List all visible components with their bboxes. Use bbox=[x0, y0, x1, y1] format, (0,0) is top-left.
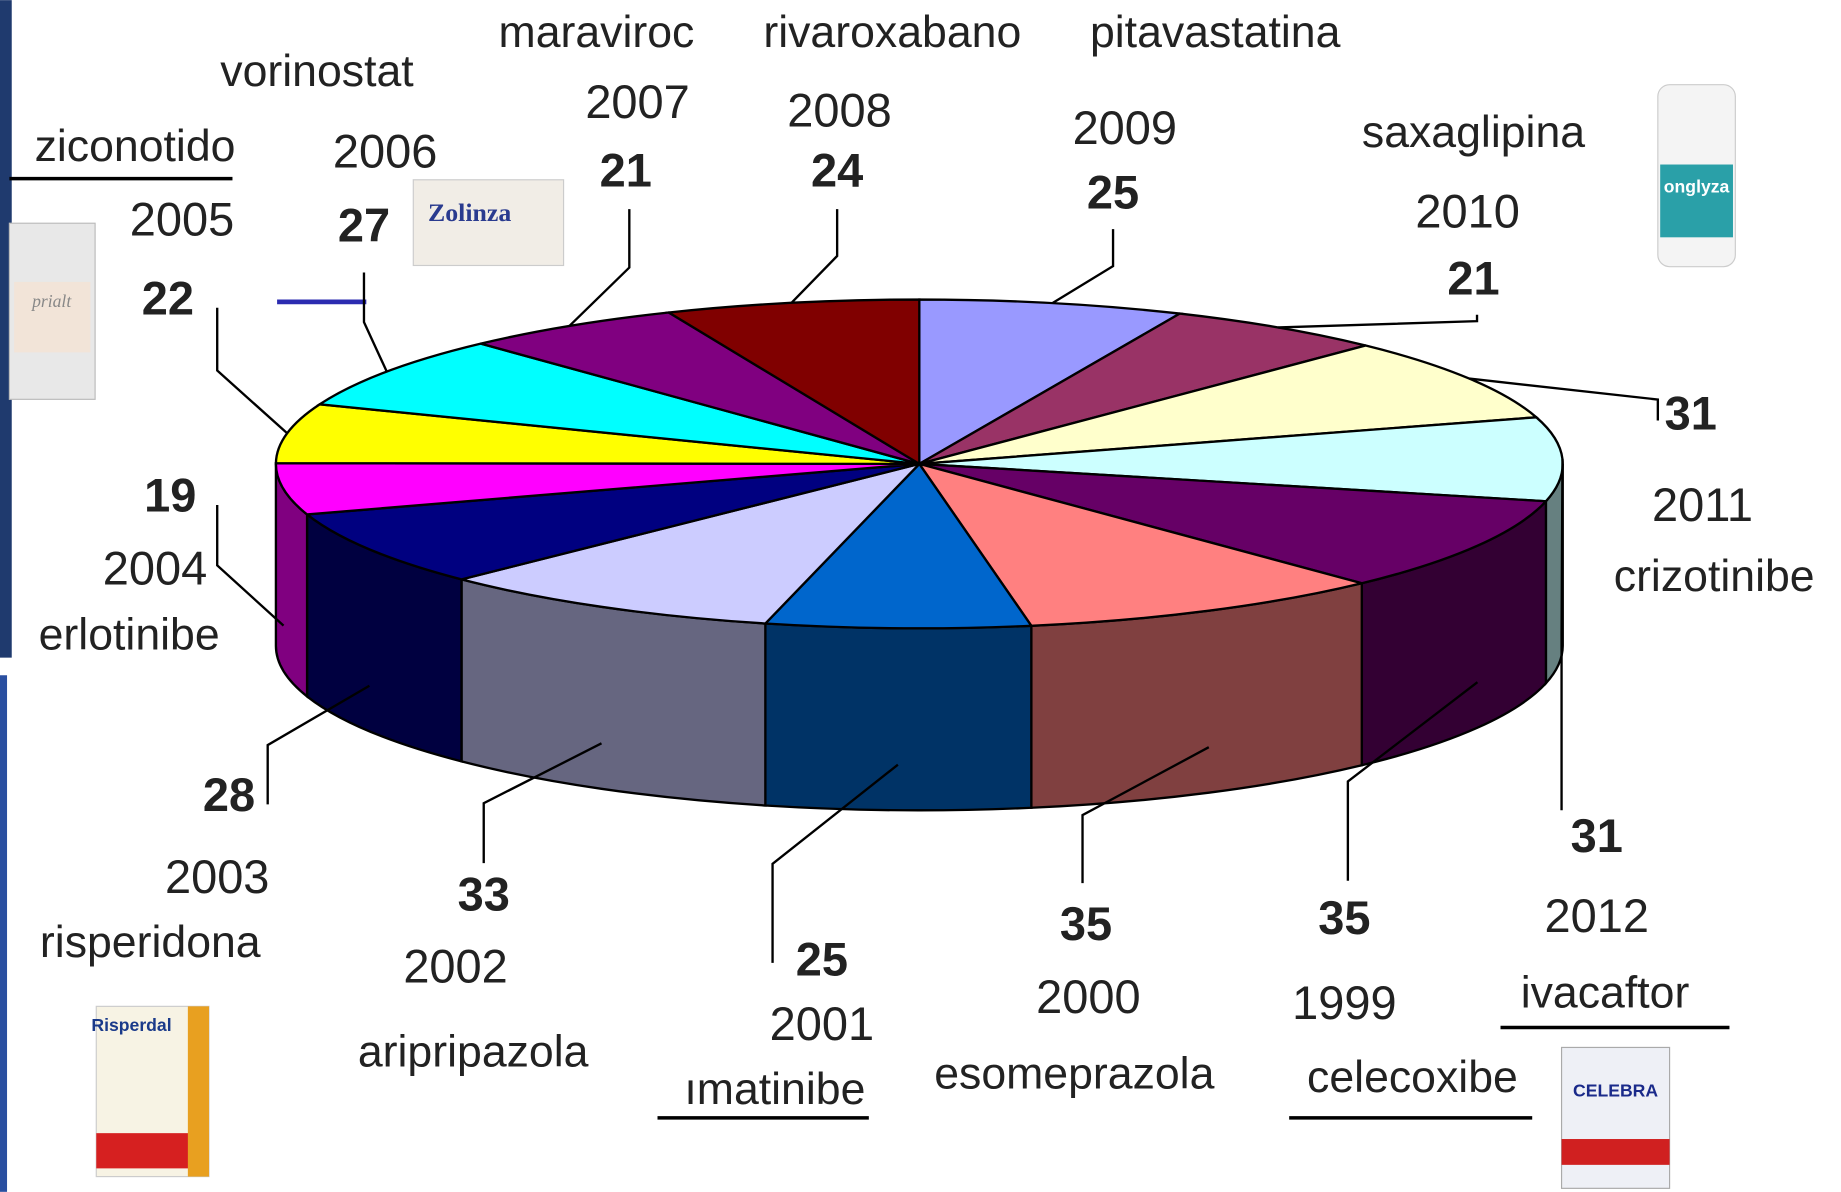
value-label: 19 bbox=[144, 469, 196, 522]
drug-label: maraviroc bbox=[499, 8, 695, 57]
drug-label: ziconotido bbox=[35, 122, 236, 171]
leader-line bbox=[217, 308, 287, 434]
value-label: 33 bbox=[458, 868, 510, 921]
leader-line bbox=[1562, 459, 1563, 810]
leader-line bbox=[217, 505, 283, 626]
drug-label: vorinostat bbox=[220, 47, 414, 96]
value-label: 35 bbox=[1060, 897, 1112, 950]
product-label: onglyza bbox=[1664, 177, 1730, 197]
year-label: 2004 bbox=[103, 541, 207, 594]
product-onglyza: onglyza bbox=[1658, 85, 1735, 267]
year-label: 2011 bbox=[1652, 478, 1753, 531]
year-label: 2000 bbox=[1036, 970, 1140, 1023]
drug-label: pitavastatina bbox=[1090, 8, 1341, 57]
chart: Zolinza onglyza CELEBRA Risperdal prialt… bbox=[0, 0, 1841, 1192]
value-label: 21 bbox=[600, 143, 652, 196]
drug-label: crizotinibe bbox=[1614, 552, 1815, 601]
value-label: 25 bbox=[1087, 166, 1139, 219]
drug-label: esomeprazola bbox=[934, 1050, 1214, 1099]
year-label: 2005 bbox=[130, 193, 234, 246]
drug-label: ımatinibe bbox=[684, 1065, 865, 1114]
drug-label: rivaroxabano bbox=[763, 8, 1021, 57]
product-zolinza: Zolinza bbox=[413, 180, 563, 266]
product-label: Zolinza bbox=[428, 198, 511, 227]
product-celebra: CELEBRA bbox=[1562, 1047, 1670, 1188]
year-label: 2008 bbox=[787, 83, 891, 136]
product-label: prialt bbox=[30, 291, 72, 311]
drug-label: aripripazola bbox=[358, 1027, 589, 1076]
value-label: 22 bbox=[142, 271, 194, 324]
year-label: 2003 bbox=[165, 850, 269, 903]
leader-line bbox=[792, 209, 838, 303]
drug-label: saxaglipina bbox=[1362, 108, 1585, 157]
side-bar bbox=[0, 675, 7, 1192]
year-label: 2009 bbox=[1073, 101, 1177, 154]
drug-label: celecoxibe bbox=[1307, 1053, 1518, 1102]
leader-line bbox=[1278, 315, 1477, 328]
value-label: 24 bbox=[811, 143, 863, 196]
value-label: 21 bbox=[1447, 251, 1499, 304]
product-label: CELEBRA bbox=[1573, 1081, 1658, 1101]
value-label: 28 bbox=[203, 768, 255, 821]
product-label: Risperdal bbox=[91, 1015, 171, 1035]
value-label: 27 bbox=[338, 198, 390, 251]
pie-tops bbox=[276, 300, 1563, 629]
value-label: 31 bbox=[1665, 386, 1717, 439]
pie bbox=[276, 300, 1563, 811]
value-label: 25 bbox=[796, 932, 848, 985]
drug-label: erlotinibe bbox=[39, 610, 220, 659]
product-prialt: prialt bbox=[9, 223, 95, 399]
year-label: 2001 bbox=[770, 997, 874, 1050]
year-label: 2007 bbox=[585, 75, 689, 128]
drug-label: risperidona bbox=[40, 918, 261, 967]
year-label: 2010 bbox=[1415, 184, 1519, 237]
leader-line bbox=[569, 209, 629, 326]
drug-label: ivacaftor bbox=[1521, 969, 1690, 1018]
value-label: 31 bbox=[1571, 809, 1623, 862]
year-label: 2012 bbox=[1545, 889, 1649, 942]
year-label: 1999 bbox=[1292, 976, 1396, 1029]
page: {"chart_data": {"type": "pie3d", "catego… bbox=[0, 0, 1841, 1192]
leader-line bbox=[364, 273, 387, 372]
value-label: 35 bbox=[1318, 891, 1370, 944]
year-label: 2002 bbox=[403, 939, 507, 992]
product-risperdal: Risperdal bbox=[91, 1006, 209, 1176]
leader-line bbox=[1052, 229, 1113, 303]
year-label: 2006 bbox=[333, 125, 437, 178]
pie-slice-side bbox=[765, 624, 1031, 811]
